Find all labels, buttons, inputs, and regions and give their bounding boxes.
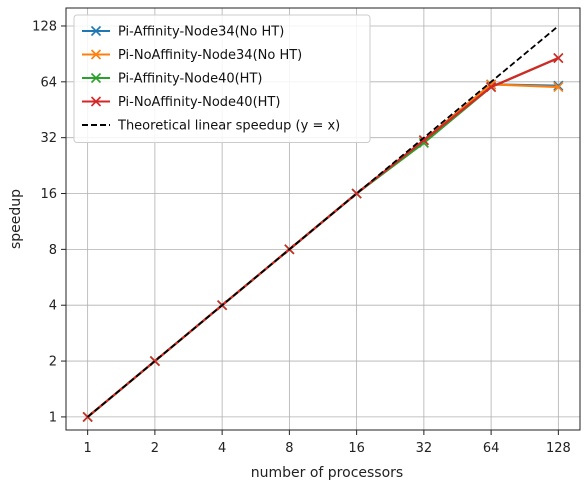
y-tick-label: 64 xyxy=(40,75,57,90)
x-marker xyxy=(553,80,564,91)
x-marker xyxy=(418,135,429,146)
y-tick-label: 1 xyxy=(49,410,57,425)
y-tick-label: 32 xyxy=(40,131,57,146)
y-tick-label: 16 xyxy=(40,187,57,202)
y-tick-label: 2 xyxy=(49,355,57,370)
legend-label: Pi-NoAffinity-Node34(No HT) xyxy=(118,48,302,63)
legend-item: Pi-Affinity-Node34(No HT) xyxy=(82,25,284,40)
x-axis-label: number of processors xyxy=(251,465,403,481)
x-tick-label: 1 xyxy=(84,441,92,456)
x-marker xyxy=(90,49,102,60)
x-marker xyxy=(553,52,564,64)
legend-item: Pi-NoAffinity-Node40(HT) xyxy=(82,95,280,110)
legend-label: Pi-NoAffinity-Node40(HT) xyxy=(118,95,280,110)
legend: Pi-Affinity-Node34(No HT) Pi-NoAffinity-N… xyxy=(73,14,371,143)
x-axis-ticks: 1 2 4 8 16 32 64 128 xyxy=(84,430,571,456)
series-line xyxy=(87,25,559,418)
legend-label: Pi-Affinity-Node34(No HT) xyxy=(118,25,284,40)
x-tick-label: 128 xyxy=(546,441,571,456)
legend-item: Pi-NoAffinity-Node34(No HT) xyxy=(82,48,302,63)
legend-box xyxy=(73,14,371,143)
plot-frame xyxy=(65,7,581,431)
x-tick-label: 16 xyxy=(348,441,365,456)
x-tick-label: 4 xyxy=(218,441,226,456)
x-tick-label: 8 xyxy=(285,441,293,456)
y-tick-label: 4 xyxy=(49,299,57,314)
legend-label: Pi-Affinity-Node40(HT) xyxy=(118,72,262,87)
y-tick-label: 128 xyxy=(32,19,57,34)
x-marker xyxy=(486,79,497,90)
y-tick-label: 8 xyxy=(49,243,57,258)
x-tick-label: 32 xyxy=(416,441,433,456)
x-marker xyxy=(553,81,564,93)
x-marker xyxy=(90,96,102,107)
x-tick-label: 64 xyxy=(483,441,500,456)
legend-label: Theoretical linear speedup (y = x) xyxy=(117,119,340,134)
x-marker xyxy=(486,81,497,93)
x-marker xyxy=(90,72,102,84)
series-4 xyxy=(87,25,559,418)
x-marker xyxy=(90,25,102,37)
plot-series xyxy=(82,25,564,422)
legend-item: Pi-Affinity-Node40(HT) xyxy=(82,72,262,87)
x-tick-label: 2 xyxy=(151,441,159,456)
y-axis-ticks: 1 2 4 8 16 32 64 128 xyxy=(32,19,66,425)
legend-item: Theoretical linear speedup (y = x) xyxy=(82,119,340,134)
y-axis-label: speedup xyxy=(8,189,24,249)
